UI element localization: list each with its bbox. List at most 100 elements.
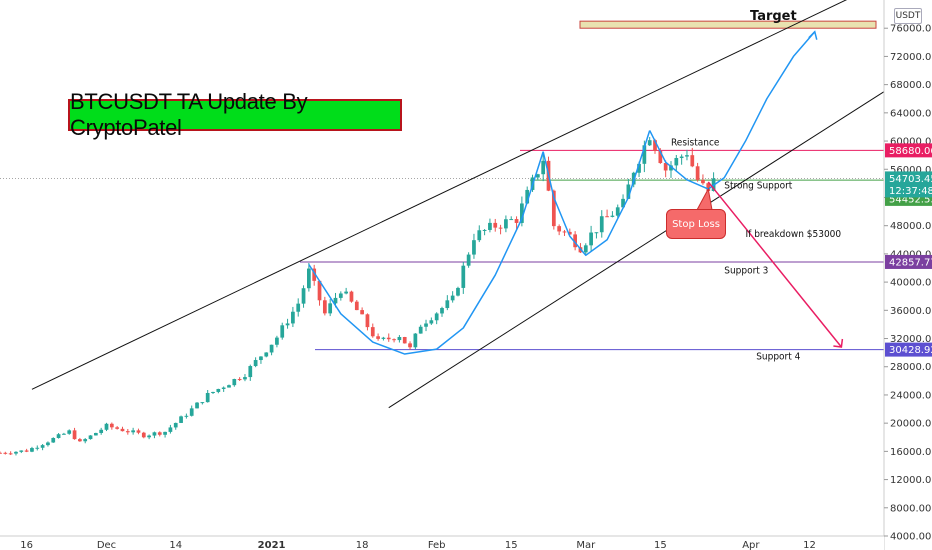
candle-body	[30, 448, 34, 452]
target-zone	[579, 20, 877, 29]
candle	[264, 352, 269, 358]
candle-body	[46, 442, 50, 446]
x-tick-label: 15	[505, 540, 518, 550]
candle-body	[157, 432, 162, 435]
candle	[30, 446, 34, 453]
candle-body	[285, 323, 290, 326]
y-tick-label: 48000.00	[890, 221, 932, 232]
candle-body	[184, 415, 189, 417]
candle-body	[642, 145, 647, 164]
candle-body	[344, 291, 349, 294]
candle	[647, 136, 652, 147]
y-tick-label: 44000.00	[890, 249, 932, 260]
candle-body	[520, 203, 524, 223]
candle	[184, 413, 189, 419]
candle-body	[504, 219, 508, 229]
x-tick-label: 2021	[258, 540, 286, 550]
candle	[498, 224, 503, 235]
candle	[349, 290, 354, 303]
candle	[248, 364, 253, 381]
candle-body	[19, 450, 24, 452]
candle	[280, 322, 285, 340]
candle-body	[551, 190, 556, 227]
candle-body	[557, 226, 562, 232]
candle	[663, 160, 668, 178]
candle-body	[243, 377, 247, 380]
candle-body	[397, 337, 402, 341]
candle	[46, 441, 50, 447]
y-axis: 4000.00 8000.00 12000.00 16000.00 20000.00 24…	[883, 0, 932, 550]
candle	[488, 218, 492, 233]
candle	[701, 174, 705, 185]
candle-body	[418, 326, 423, 334]
channel-line-middle	[388, 91, 885, 409]
x-tick-label: 18	[356, 540, 369, 550]
candle-body	[232, 379, 237, 386]
candle	[344, 287, 349, 295]
candle-body	[477, 230, 482, 241]
current-price-tag-bg	[885, 171, 932, 198]
candle	[370, 323, 375, 338]
y-tick-label: 28000.00	[890, 362, 932, 373]
support3-label: Support 3	[724, 266, 768, 277]
candle	[509, 216, 514, 221]
candle	[317, 280, 322, 306]
candle	[168, 424, 173, 434]
y-tick-label: 32000.00	[890, 334, 932, 345]
candle-body	[690, 155, 695, 167]
candle-body	[562, 231, 567, 233]
candle	[221, 386, 226, 392]
candle-body	[99, 429, 104, 433]
candle-body	[248, 366, 253, 378]
candle-body	[594, 232, 599, 234]
x-axis: 16 Dec 14 2021 18 Feb 15 Mar 15 Apr 12	[0, 535, 884, 550]
candle-body	[333, 297, 338, 304]
candle	[338, 291, 343, 301]
candle-body	[610, 215, 615, 217]
candle-body	[376, 336, 380, 339]
y-tick-label: 24000.00	[890, 390, 932, 401]
y-tick-label: 20000.00	[890, 419, 932, 430]
candle	[477, 225, 482, 243]
candle-body	[573, 234, 577, 248]
candle	[296, 298, 301, 317]
candle	[312, 264, 317, 286]
y-tick-label: 68000.00	[890, 80, 932, 91]
y-tick-label: 76000.00	[890, 24, 932, 35]
candle	[605, 209, 609, 218]
resistance-label: Resistance	[671, 137, 720, 148]
candle	[67, 429, 72, 435]
currency-unit[interactable]: USDT	[894, 8, 922, 24]
candle-body	[125, 431, 130, 433]
candle	[514, 216, 519, 230]
candle-body	[685, 155, 689, 157]
support-4-price-tag-bg	[885, 342, 932, 357]
x-tick-label: Apr	[742, 540, 760, 550]
candle	[285, 318, 290, 329]
candle-body	[307, 268, 311, 289]
candle-body	[514, 219, 519, 223]
candle-body	[291, 311, 295, 324]
breakdown-arrowhead	[833, 338, 844, 348]
candle-body	[78, 439, 82, 442]
drawings	[308, 30, 844, 355]
x-tick-label: 12	[803, 540, 816, 550]
candle-body	[583, 245, 588, 253]
candle	[115, 426, 120, 430]
candle-body	[669, 165, 673, 171]
candle-body	[509, 219, 514, 221]
candle-body	[663, 163, 668, 171]
candle	[179, 415, 183, 424]
candle-body	[695, 166, 700, 180]
x-axis-bg	[0, 536, 884, 550]
candle-body	[392, 339, 396, 341]
channel-line-upper	[31, 0, 848, 390]
candle	[125, 429, 130, 435]
resistance-price-tag: 58680.06	[889, 146, 932, 157]
candle-body	[365, 314, 370, 328]
candle	[599, 210, 604, 238]
support-3-price-tag-bg	[885, 254, 932, 269]
candle-body	[40, 445, 45, 448]
candle-body	[141, 432, 146, 438]
